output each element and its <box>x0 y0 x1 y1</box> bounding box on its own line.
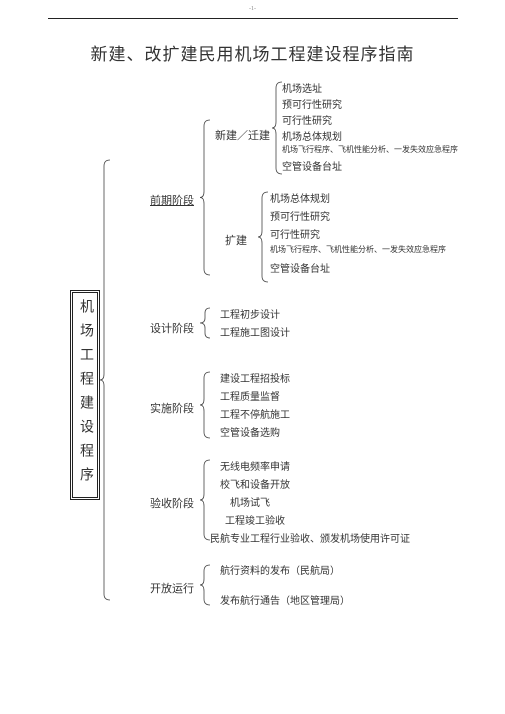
phase-3-leaf-2: 机场试飞 <box>230 494 270 509</box>
phase-3-leaf-1: 校飞和设备开放 <box>220 476 290 491</box>
phase-0-sub-0-leaf-1: 预可行性研究 <box>282 96 342 111</box>
phase-3: 验收阶段 <box>150 495 194 511</box>
phase-2-leaf-2: 工程不停航施工 <box>220 406 290 421</box>
phase-4: 开放运行 <box>150 580 194 596</box>
phase-0-sub-1-leaf-3: 机场飞行程序、飞机性能分析、一发失效应急程序 <box>270 244 446 255</box>
header-rule <box>48 18 458 19</box>
phase-2-leaf-1: 工程质量监督 <box>220 388 280 403</box>
phase-0-sub-1-leaf-0: 机场总体规划 <box>270 190 330 205</box>
phase-1-leaf-0: 工程初步设计 <box>220 306 280 321</box>
phase-0-sub-0-leaf-4: 机场飞行程序、飞机性能分析、一发失效应急程序 <box>282 144 458 155</box>
phase-0-sub-1-leaf-4: 空管设备台址 <box>270 260 330 275</box>
root-box: 机场工程建设程序 <box>70 290 100 500</box>
brace <box>200 460 210 540</box>
phase-2-leaf-3: 空管设备选购 <box>220 424 280 439</box>
phase-0-sub-0-leaf-0: 机场选址 <box>282 80 322 95</box>
phase-0-sub-0: 新建／迁建 <box>215 127 270 143</box>
phase-0-sub-1-leaf-2: 可行性研究 <box>270 226 320 241</box>
phase-3-leaf-3: 工程竣工验收 <box>225 512 285 527</box>
phase-0-sub-0-leaf-5: 空管设备台址 <box>282 158 342 173</box>
brace <box>200 120 210 275</box>
phase-0-sub-1: 扩建 <box>225 232 247 248</box>
phase-0-sub-0-leaf-3: 机场总体规划 <box>282 128 342 143</box>
phase-4-leaf-0: 航行资料的发布（民航局） <box>220 562 340 577</box>
phase-2-leaf-0: 建设工程招投标 <box>220 370 290 385</box>
page-marker: -1- <box>249 6 256 12</box>
brace <box>258 192 268 282</box>
phase-0: 前期阶段 <box>150 192 194 208</box>
phase-0-sub-0-leaf-2: 可行性研究 <box>282 112 332 127</box>
phase-2: 实施阶段 <box>150 400 194 416</box>
phase-3-leaf-0: 无线电频率申请 <box>220 458 290 473</box>
brace <box>200 308 210 338</box>
phase-4-leaf-1: 发布航行通告（地区管理局） <box>220 592 350 607</box>
phase-1: 设计阶段 <box>150 320 194 336</box>
phase-0-sub-1-leaf-1: 预可行性研究 <box>270 208 330 223</box>
brace <box>200 372 210 438</box>
brace <box>272 82 282 174</box>
brace <box>200 565 210 605</box>
phase-3-leaf-4: 民航专业工程行业验收、颁发机场使用许可证 <box>210 530 410 545</box>
phase-1-leaf-1: 工程施工图设计 <box>220 324 290 339</box>
document-title: 新建、改扩建民用机场工程建设程序指南 <box>0 40 505 65</box>
brace <box>100 160 110 600</box>
